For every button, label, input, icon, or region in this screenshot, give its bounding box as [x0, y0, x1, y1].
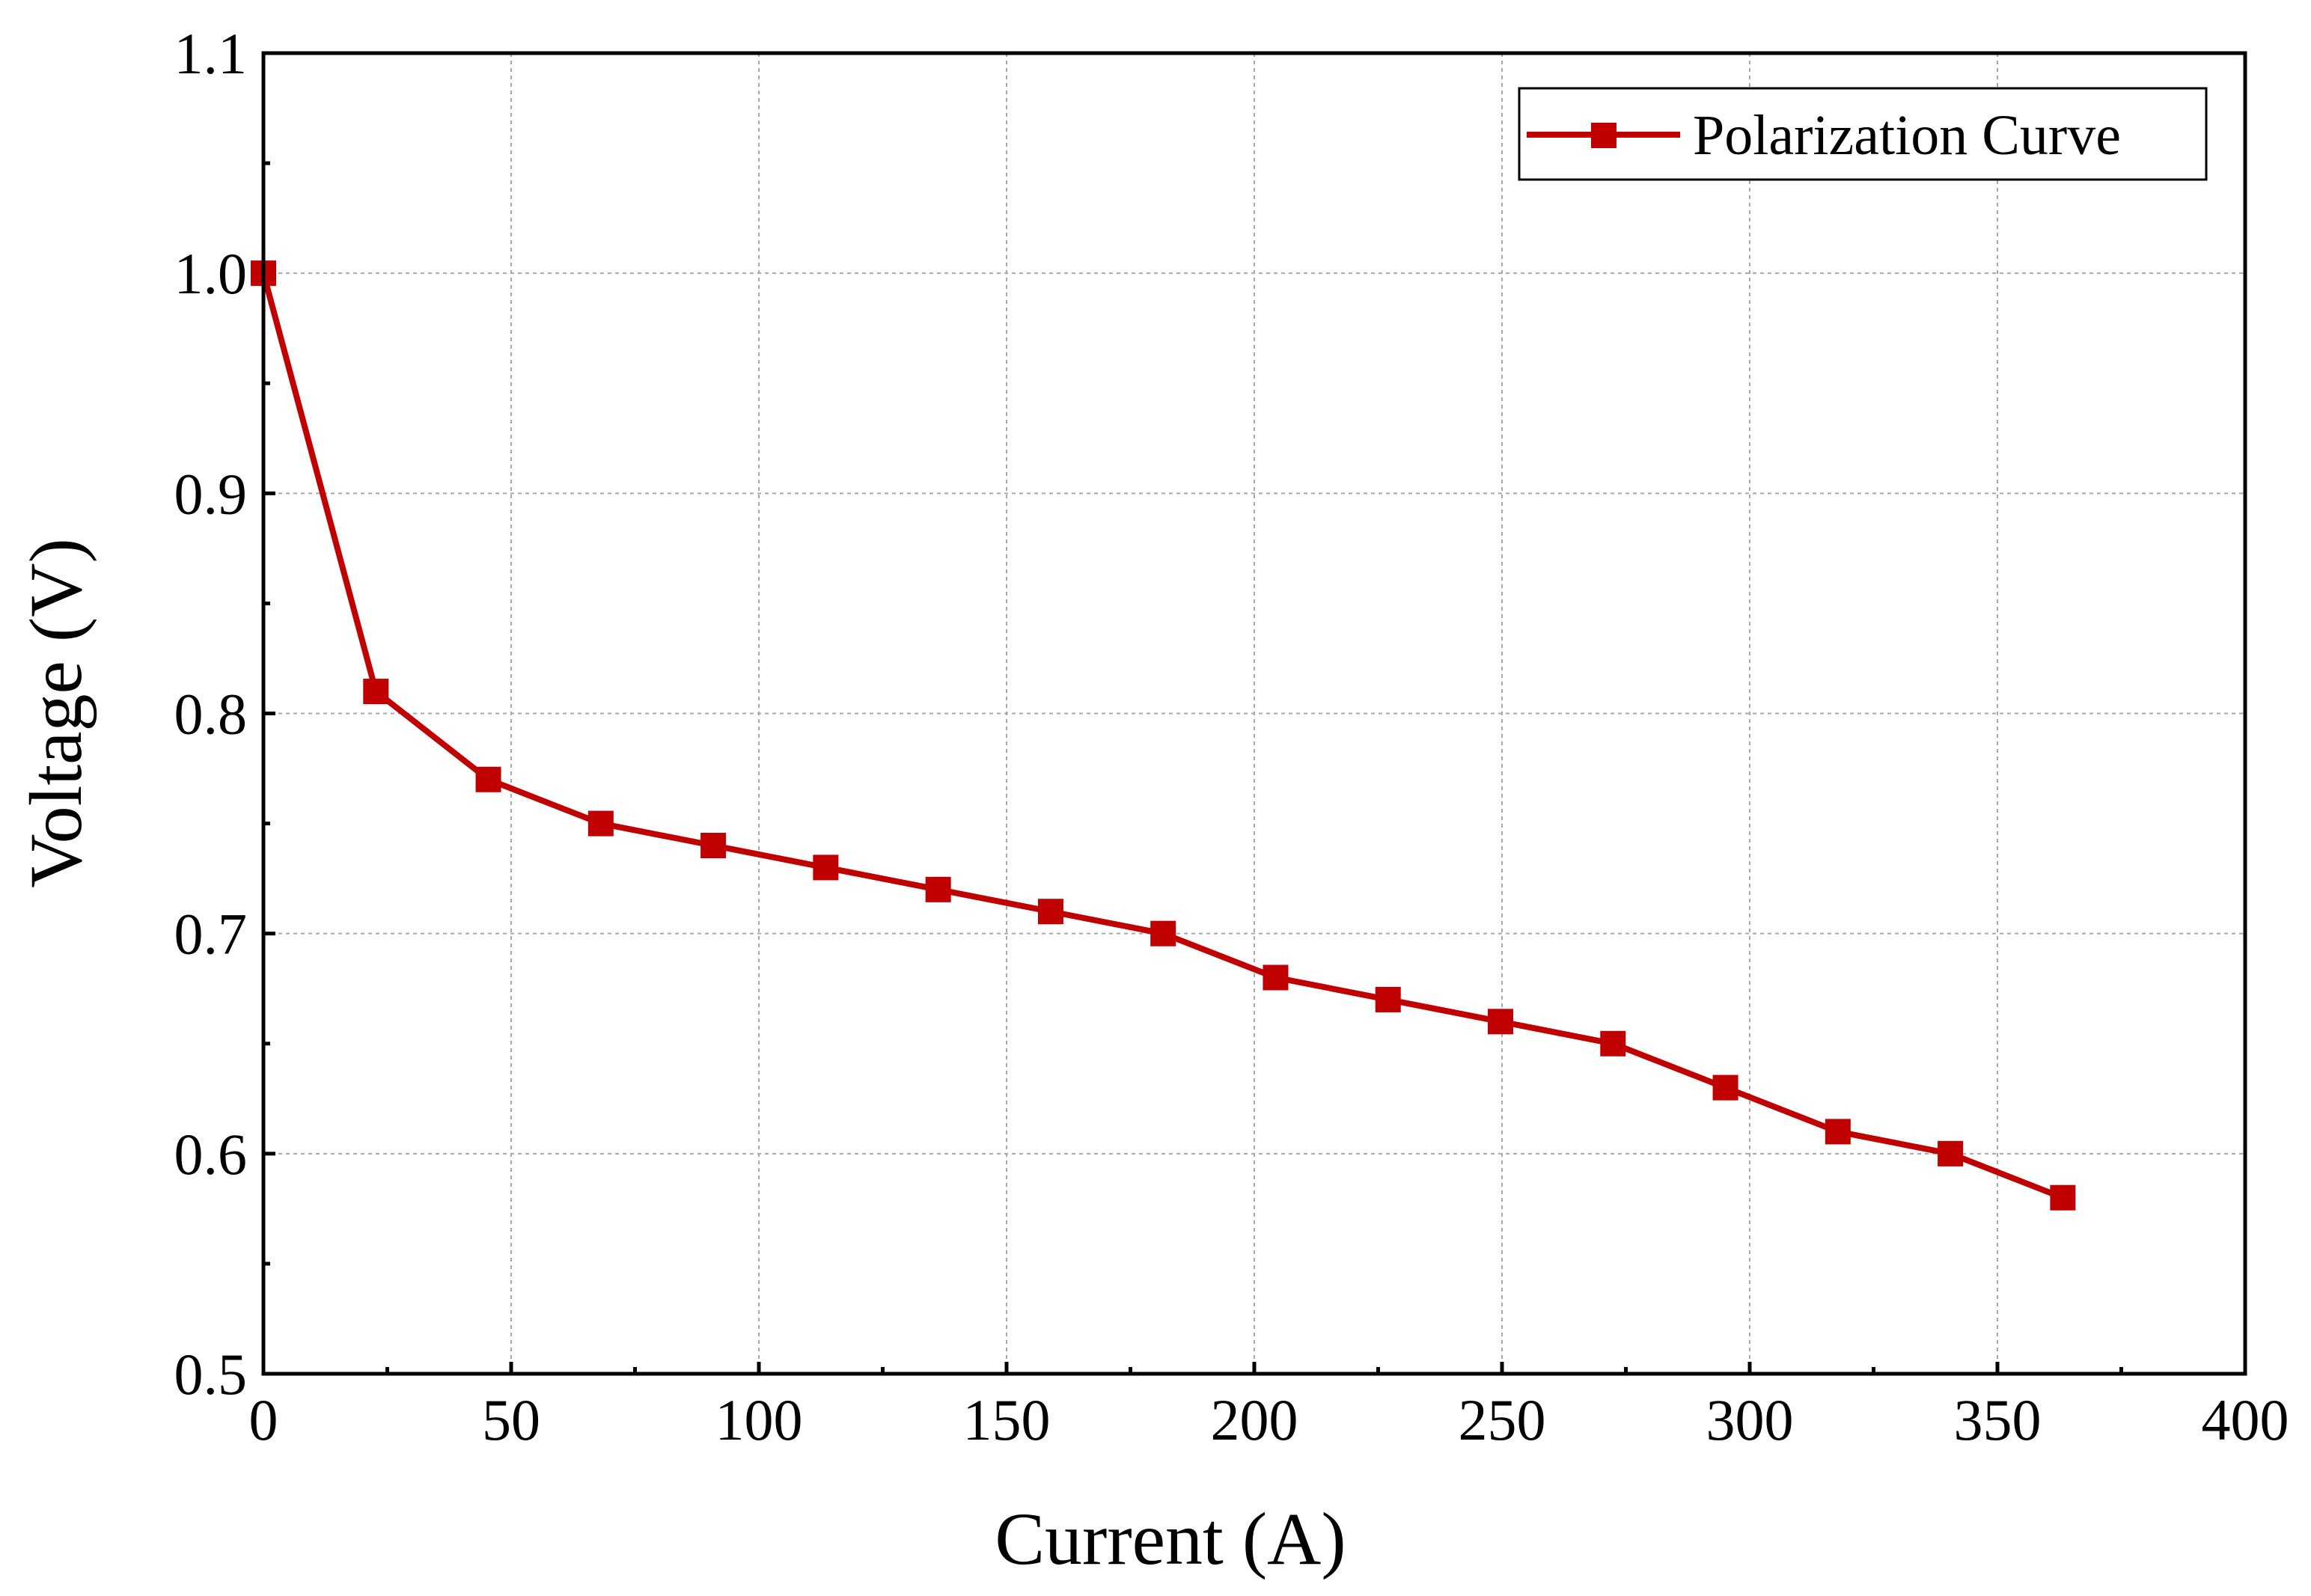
data-point: [700, 833, 727, 858]
tick-label-layer: 0 50 100 150 200 250 300 350 400 0.5 0.6 0.7 0.8 0.9 1…: [174, 21, 2289, 1452]
y-axis-title: Voltage (V): [14, 538, 97, 887]
y-tick-label: 0.6: [174, 1122, 248, 1187]
x-tick-label: 300: [1706, 1387, 1794, 1452]
data-point: [1712, 1074, 1738, 1101]
y-tick-label: 1.0: [174, 241, 248, 306]
data-point: [1938, 1140, 1964, 1167]
legend: Polarization Curve: [1518, 87, 2208, 181]
x-tick-label: 200: [1211, 1387, 1298, 1452]
data-point: [813, 854, 839, 881]
x-tick-label: 350: [1954, 1387, 2042, 1452]
legend-marker: [1591, 123, 1617, 148]
x-tick-label: 100: [715, 1387, 803, 1452]
data-point: [1825, 1119, 1851, 1145]
grid-layer: [263, 53, 2245, 1374]
data-point: [1375, 986, 1401, 1012]
plot-frame: [261, 51, 2247, 1376]
data-point: [1150, 920, 1176, 947]
x-tick-label: 400: [2202, 1387, 2289, 1452]
y-tick-label: 0.8: [174, 682, 248, 747]
x-tick-label: 50: [482, 1387, 540, 1452]
x-tick-label: 0: [249, 1387, 278, 1452]
y-tick-label: 0.7: [174, 902, 248, 967]
data-point: [925, 876, 951, 902]
y-tick-label: 1.1: [174, 21, 248, 86]
data-point: [2050, 1184, 2076, 1211]
data-point: [475, 766, 501, 792]
data-point: [363, 679, 389, 705]
data-point: [587, 810, 614, 837]
data-point: [1037, 899, 1063, 925]
series-layer: [251, 260, 2076, 1211]
legend-label: Polarization Curve: [1693, 104, 2121, 167]
y-tick-label: 0.5: [174, 1342, 248, 1407]
x-axis-title: Current (A): [995, 1497, 1346, 1580]
x-tick-label: 150: [963, 1387, 1051, 1452]
y-tick-label: 0.9: [174, 461, 248, 526]
x-tick-label: 250: [1459, 1387, 1546, 1452]
data-point: [1488, 1009, 1514, 1035]
data-point: [1600, 1030, 1626, 1057]
data-point: [1263, 964, 1289, 991]
